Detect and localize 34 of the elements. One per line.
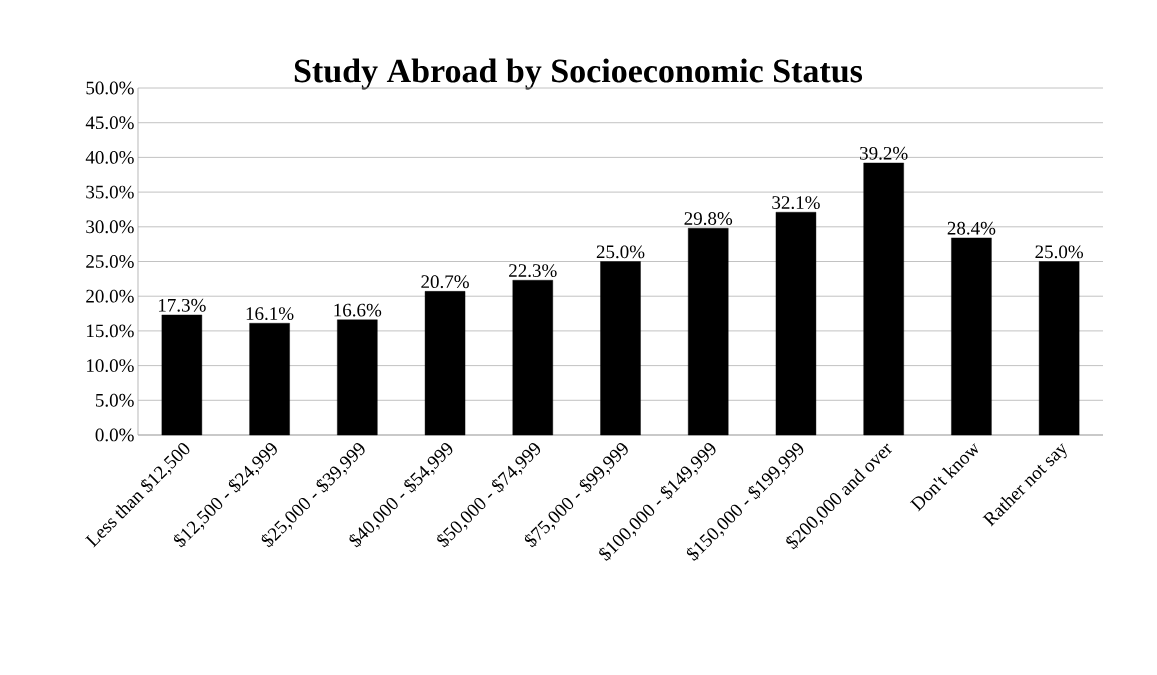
data-label: 16.1% [246, 307, 294, 321]
chart-title: Study Abroad by Socioeconomic Status [294, 58, 863, 90]
y-tick-label: 10.0% [87, 359, 134, 373]
y-tick-label: 25.0% [86, 255, 134, 268]
y-tick-label: 45.0% [85, 116, 134, 130]
data-label: 22.3% [509, 264, 557, 278]
bar [249, 323, 290, 436]
bar [337, 319, 378, 436]
data-label: 17.3% [158, 298, 206, 312]
bar [424, 291, 466, 436]
bar [775, 212, 817, 436]
bar [688, 227, 729, 436]
data-label: 28.4% [947, 221, 996, 235]
y-tick-label: 40.0% [85, 150, 134, 164]
y-tick-label: 20.0% [86, 289, 134, 303]
y-tick-label: 50.0% [86, 81, 134, 95]
y-tick-label: 30.0% [86, 220, 134, 234]
bar [161, 314, 203, 436]
bar [951, 237, 992, 436]
data-label: 29.8% [684, 212, 733, 225]
y-tick-label: 35.0% [86, 185, 134, 199]
bar [1038, 261, 1080, 436]
bar [600, 261, 641, 436]
y-tick-label: 0.0% [95, 428, 134, 442]
data-label: 20.7% [421, 275, 469, 289]
data-label: 39.2% [860, 146, 908, 160]
bar [512, 280, 553, 436]
data-label: 25.0% [596, 245, 645, 259]
data-label: 16.6% [334, 303, 382, 317]
bar [863, 162, 904, 436]
y-tick-label: 15.0% [87, 324, 134, 338]
data-label: 25.0% [1035, 245, 1084, 259]
y-tick-label: 5.0% [95, 393, 134, 407]
data-label: 32.1% [772, 196, 820, 210]
